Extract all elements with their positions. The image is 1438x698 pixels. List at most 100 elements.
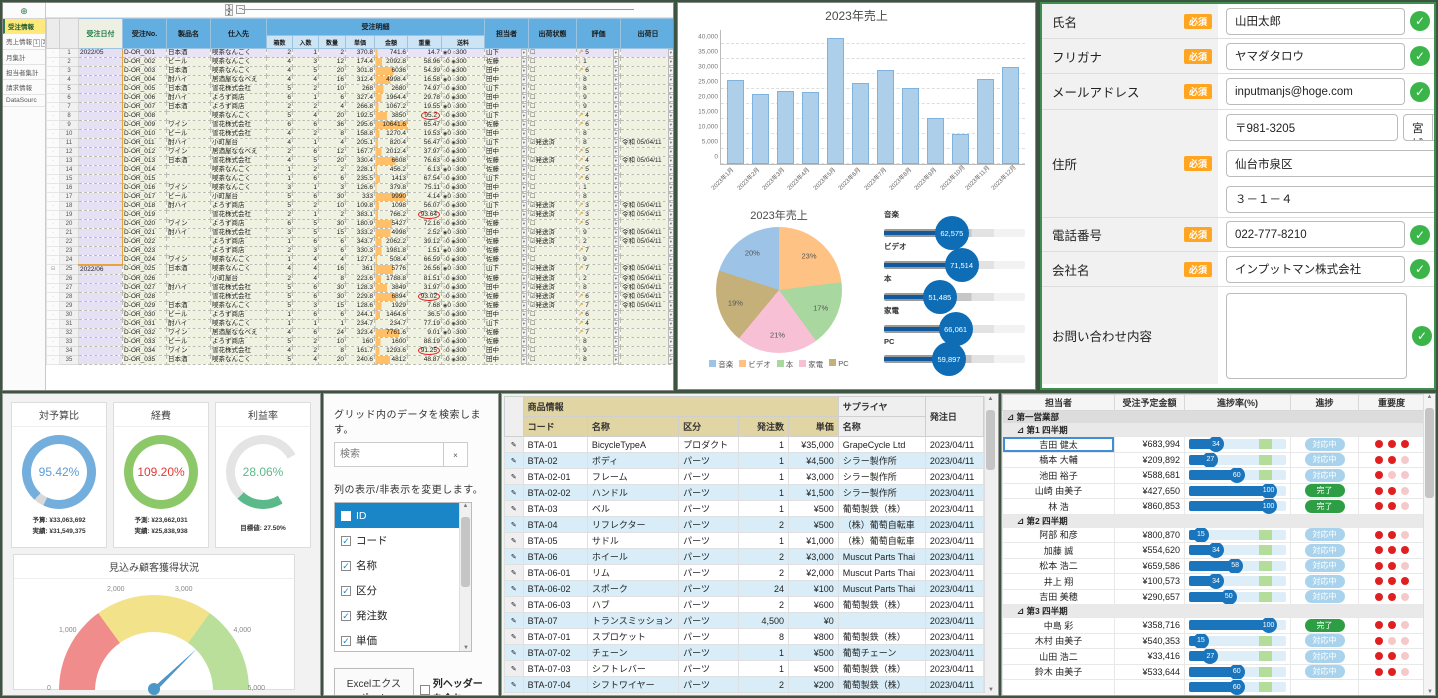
chevron-down-icon[interactable]: ▾ <box>667 211 673 219</box>
chevron-down-icon[interactable]: ▾ <box>520 184 528 192</box>
chevron-down-icon[interactable]: ▾ <box>612 58 620 66</box>
person-cell[interactable]: 佐藤 ▾ <box>484 156 530 166</box>
grid-cell[interactable] <box>78 309 123 320</box>
edit-icon[interactable]: ✎ <box>504 612 524 629</box>
chevron-down-icon[interactable]: ▾ <box>612 311 620 318</box>
sheet-tab-請求情報[interactable]: 請求情報 <box>3 80 45 95</box>
grid-row[interactable]: · 28 D-OR_028 雪花株式会社 5 6 30 229.8 6894 93.02 ○0 ◉3… <box>46 291 673 302</box>
chevron-down-icon[interactable]: ▾ <box>667 166 673 174</box>
ship-date-cell[interactable]: 令和 05/04/11 ▾ <box>620 300 673 311</box>
grid-row[interactable]: · 34 D-OR_034 ワイン 雪花株式会社 4 2 8 161.7 1293.6 91.25 ○… <box>46 345 673 356</box>
grid-cell[interactable] <box>78 228 123 238</box>
staff-row[interactable]: 池田 裕子 ¥588,681 60 対応中 <box>1002 467 1425 484</box>
grid-cell[interactable]: 2022/05 <box>78 48 123 58</box>
grid-row[interactable]: · 30 D-OR_030 ビール よろず商店 1 6 6 244.1 1464.6 36.5 ○0 … <box>46 309 673 320</box>
prefecture-select[interactable]: 宮城県 ▼ <box>1403 114 1434 142</box>
staff-table[interactable]: 担当者 受注予定金額 進捗率(%) 進捗 重要度 ⊿ 第一営業部 ⊿ 第1 四半期 吉田 健太… <box>1002 394 1425 695</box>
rating-cell[interactable]: ↓ 1 ▾ <box>576 183 622 193</box>
edit-icon[interactable]: ✎ <box>504 644 524 661</box>
person-cell[interactable]: 佐藤 ▾ <box>484 246 530 256</box>
street-field[interactable] <box>1226 185 1434 213</box>
person-cell[interactable]: 佐藤 ▾ <box>484 300 530 311</box>
product-row[interactable]: ✎ BTA-07-03 シフトレバー パーツ 1 ¥500 葡萄製鉄（株） 2023/04/1… <box>504 660 985 677</box>
ship-date-cell[interactable]: 令和 05/04/11 ▾ <box>620 282 673 293</box>
ship-status-cell[interactable]: ☑発送済 <box>528 210 578 220</box>
ship-date-cell[interactable]: 令和 05/04/11 ▾ <box>620 201 673 211</box>
chevron-down-icon[interactable]: ▾ <box>520 139 528 147</box>
person-cell[interactable]: 山下 ▾ <box>484 138 530 148</box>
shipping-radio-cell[interactable]: ◉0 ○300 <box>440 228 486 238</box>
ship-status-cell[interactable]: ☐ <box>528 57 578 67</box>
ship-date-cell[interactable]: ▾ <box>620 192 673 202</box>
grid-cell[interactable] <box>78 165 123 175</box>
grid-cell[interactable] <box>78 93 123 103</box>
rating-cell[interactable]: ↑ 9 ▾ <box>576 255 622 265</box>
chevron-down-icon[interactable]: ▾ <box>520 229 528 237</box>
chevron-down-icon[interactable]: ▾ <box>612 184 620 192</box>
chevron-down-icon[interactable]: ▾ <box>667 157 673 165</box>
chevron-down-icon[interactable]: ▾ <box>667 121 673 129</box>
grid-cell[interactable] <box>78 102 123 112</box>
rating-cell[interactable]: ↑ 9 ▾ <box>576 93 622 103</box>
edit-icon[interactable]: ✎ <box>504 660 524 677</box>
person-cell[interactable]: 田中 ▾ <box>484 93 530 103</box>
shipping-radio-cell[interactable]: ○0 ◉300 <box>440 84 486 94</box>
rating-cell[interactable]: ↗ 6 ▾ <box>576 309 622 320</box>
staff-row[interactable]: 60 <box>1002 679 1425 695</box>
edit-icon[interactable]: ✎ <box>504 484 524 501</box>
person-cell[interactable]: 佐藤 ▾ <box>484 291 530 302</box>
chevron-down-icon[interactable]: ▾ <box>520 338 528 345</box>
order-grid[interactable]: 受注日付 受注No. 製品名 仕入先 受注明細 担当者 出荷状態 評価 出荷日 箱数 入数 数量 単価金… <box>46 18 673 365</box>
staff-row[interactable]: 橋本 大輔 ¥209,892 27 対応中 <box>1002 451 1425 468</box>
excel-export-button[interactable]: Excelエクスポート <box>334 668 414 695</box>
rating-cell[interactable]: ↗ 4 ▾ <box>576 111 622 121</box>
rating-cell[interactable]: ↗ 6 ▾ <box>576 66 622 76</box>
staff-row[interactable]: 中島 彩 ¥358,716 100 完了 <box>1002 617 1425 634</box>
edit-icon[interactable]: ✎ <box>504 548 524 565</box>
person-cell[interactable]: 山下 ▾ <box>484 264 530 275</box>
ship-status-cell[interactable]: ☐ <box>528 345 578 356</box>
ship-status-cell[interactable]: ☐ <box>528 255 578 265</box>
shipping-radio-cell[interactable]: ○0 ◉300 <box>440 237 486 247</box>
product-row[interactable]: ✎ BTA-06-01 リム パーツ 2 ¥2,000 Muscut Parts Thai 2… <box>504 564 985 581</box>
rating-cell[interactable]: ↓ 2 ▾ <box>576 237 622 247</box>
shipping-radio-cell[interactable]: ◉0 ○300 <box>440 327 486 338</box>
chevron-down-icon[interactable]: ▾ <box>612 320 620 327</box>
column-list-scrollbar[interactable]: ▲ ▼ <box>459 503 471 651</box>
ship-status-cell[interactable]: ☑発送済 <box>528 228 578 238</box>
grid-cell[interactable] <box>78 291 123 302</box>
ship-date-cell[interactable]: 令和 05/04/11 ▾ <box>620 228 673 238</box>
grid-cell[interactable] <box>78 273 123 284</box>
person-cell[interactable]: 田中 ▾ <box>484 66 530 76</box>
ship-status-cell[interactable]: ☑発送済 <box>528 300 578 311</box>
staff-row[interactable]: 木村 由美子 ¥540,353 15 対応中 <box>1002 632 1425 649</box>
chevron-down-icon[interactable]: ▾ <box>612 229 620 237</box>
product-scrollbar[interactable]: ▲ ▼ <box>984 396 996 693</box>
product-row[interactable]: ✎ BTA-07-02 チェーン パーツ 1 ¥500 葡萄チェーン 2023/04/11 <box>504 644 985 661</box>
chevron-down-icon[interactable]: ▾ <box>612 49 620 57</box>
chevron-down-icon[interactable]: ▾ <box>520 67 528 75</box>
grid-row[interactable]: · 23 D-OR_023 よろず商店 2 3 6 330.3 1981.8 1.51 ◉0 ○30… <box>46 246 673 256</box>
rating-cell[interactable]: ↗ 5 ▾ <box>576 147 622 157</box>
edit-icon[interactable]: ✎ <box>504 676 524 693</box>
ship-status-cell[interactable]: ☐ <box>528 354 578 365</box>
chevron-down-icon[interactable]: ▾ <box>520 311 528 318</box>
chevron-down-icon[interactable]: ▾ <box>520 112 528 120</box>
chevron-down-icon[interactable]: ▾ <box>612 94 620 102</box>
column-visibility-item[interactable]: ID <box>335 503 471 528</box>
grid-cell[interactable] <box>78 183 123 193</box>
chevron-down-icon[interactable]: ▾ <box>612 293 620 300</box>
grid-cell[interactable] <box>78 318 123 329</box>
shipping-radio-cell[interactable]: ○0 ◉300 <box>440 273 486 284</box>
rating-cell[interactable]: ↑ 8 ▾ <box>576 129 622 139</box>
rating-cell[interactable]: ↗ 4 ▾ <box>576 318 622 329</box>
staff-row[interactable]: 松本 浩二 ¥659,586 58 対応中 <box>1002 557 1425 574</box>
chevron-down-icon[interactable]: ▾ <box>612 148 620 156</box>
person-cell[interactable]: 山下 ▾ <box>484 174 530 184</box>
grid-row[interactable]: · 21 D-OR_021 酎ハイ 雪花株式会社 3 5 15 333.2 4998 2.52 ◉0 … <box>46 228 673 238</box>
ship-date-cell[interactable]: ▾ <box>620 174 673 184</box>
rating-cell[interactable]: ↗ 7 ▾ <box>576 300 622 311</box>
grid-row[interactable]: ⊟ 25 2022/06 D-OR_025 日本酒 喫茶なんごく 4 4 16 361 5776 26… <box>46 264 673 275</box>
ship-date-cell[interactable]: ▾ <box>620 255 673 265</box>
person-cell[interactable]: 田中 ▾ <box>484 183 530 193</box>
